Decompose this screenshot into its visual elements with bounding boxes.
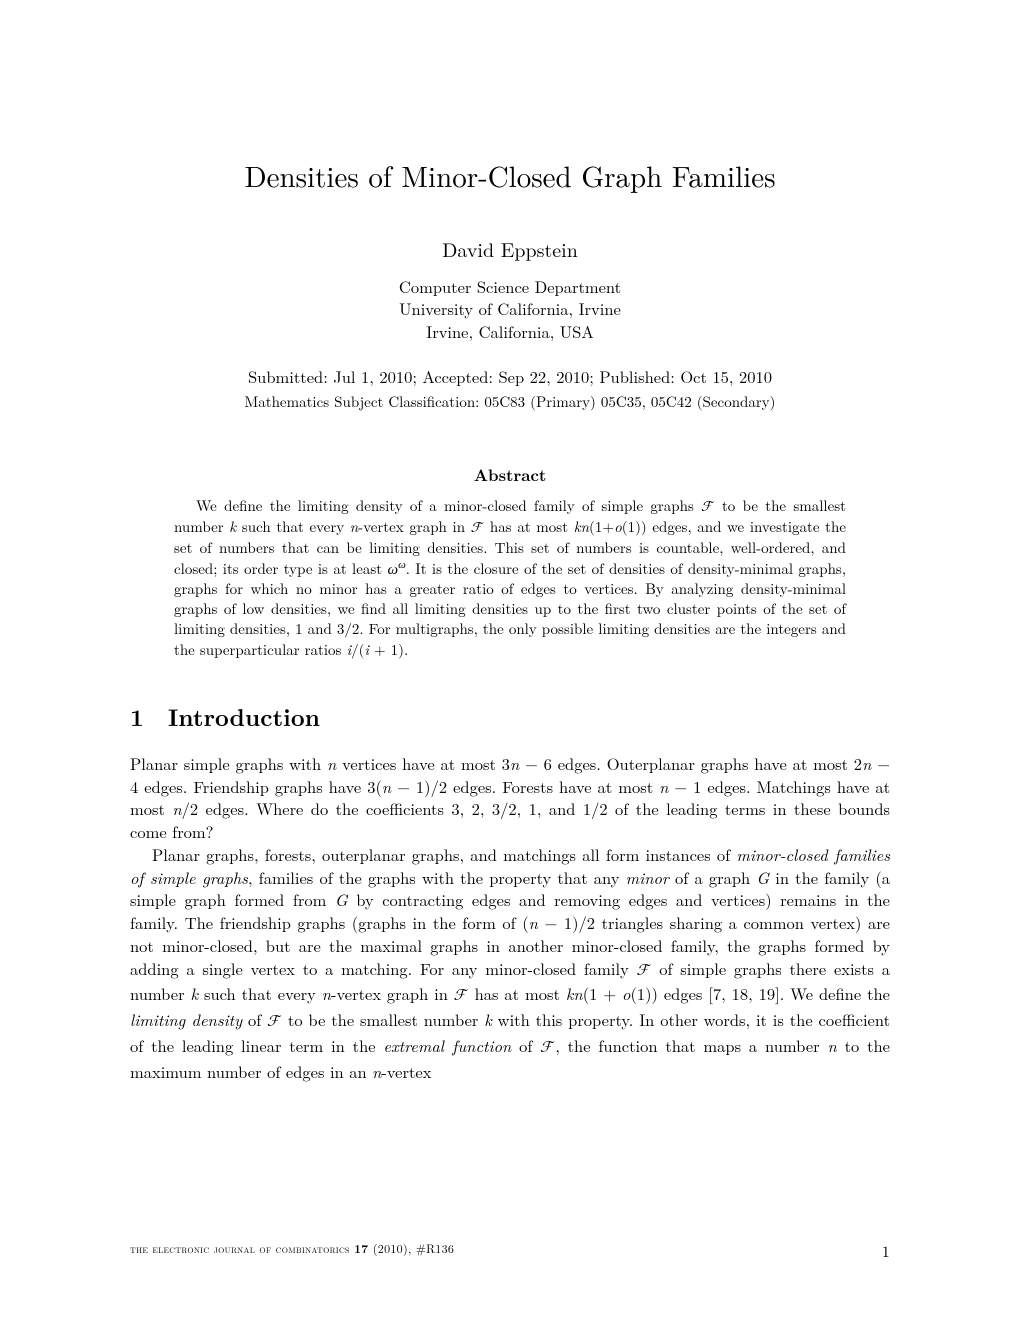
journal-reference: the electronic journal of combinatorics … xyxy=(130,1239,454,1262)
affiliation-block: Computer Science Department University o… xyxy=(130,275,890,342)
page-container: Densities of Minor-Closed Graph Families… xyxy=(0,0,1020,1320)
section-number: 1 xyxy=(130,700,144,734)
abstract-body: We define the limiting density of a mino… xyxy=(174,496,846,660)
section-title: Introduction xyxy=(168,700,320,734)
body-text-block: Planar simple graphs with n vertices hav… xyxy=(130,752,890,1083)
author-name: David Eppstein xyxy=(130,234,890,263)
paragraph: Planar graphs, forests, outerplanar grap… xyxy=(130,843,890,1083)
page-footer: the electronic journal of combinatorics … xyxy=(130,1239,890,1262)
abstract-heading: Abstract xyxy=(130,462,890,486)
affiliation-line: Irvine, California, USA xyxy=(130,320,890,342)
abstract-text: We define the limiting density of a mino… xyxy=(174,496,846,660)
section-heading: 1 Introduction xyxy=(130,700,890,734)
paper-title: Densities of Minor-Closed Graph Families xyxy=(130,155,890,196)
affiliation-line: University of California, Irvine xyxy=(130,297,890,319)
affiliation-line: Computer Science Department xyxy=(130,275,890,297)
page-number: 1 xyxy=(882,1239,890,1262)
submission-dates: Submitted: Jul 1, 2010; Accepted: Sep 22… xyxy=(130,364,890,388)
paragraph: Planar simple graphs with n vertices hav… xyxy=(130,752,890,843)
msc-classification: Mathematics Subject Classification: 05C8… xyxy=(130,391,890,412)
